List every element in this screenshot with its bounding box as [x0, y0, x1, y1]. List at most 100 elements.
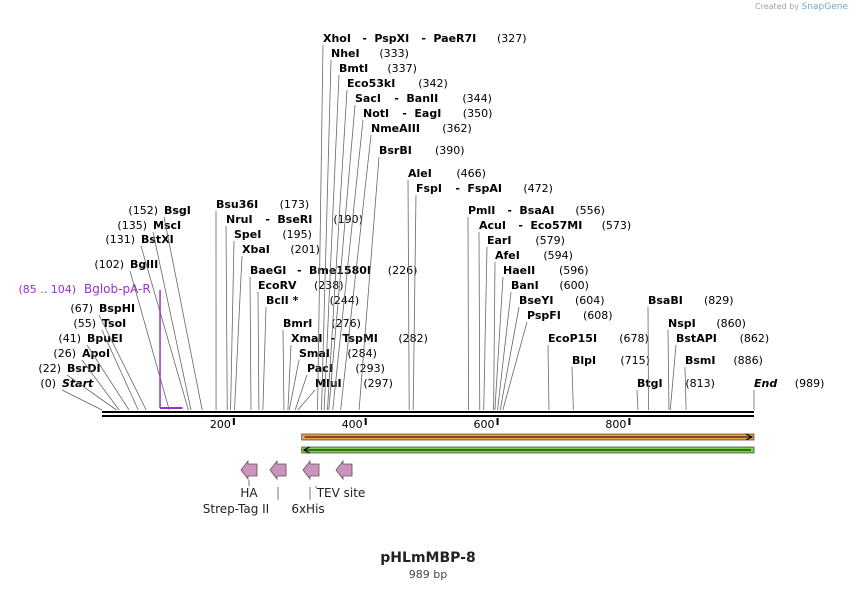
site-bsu36i[interactable]: Bsu36I (173) [215, 198, 309, 411]
site-eari[interactable]: EarI (579) [483, 234, 565, 411]
feature-strep-tag-ii[interactable]: Strep-Tag II [203, 459, 287, 516]
site-name: BsrDI [67, 362, 101, 375]
site-position: (152) [128, 204, 158, 217]
site-end[interactable]: End (989) [753, 377, 824, 410]
site-bsgi[interactable]: (152) BsgI [128, 204, 203, 411]
site-nrui[interactable]: NruI - BseRI (190) [225, 213, 363, 411]
site-noti[interactable]: NotI - EagI (350) [332, 107, 493, 411]
site-alei[interactable]: AleI (466) [407, 167, 486, 411]
site-name: Eco57MI [530, 219, 582, 232]
svg-text:400: 400 [342, 418, 363, 431]
site-name: BglII [130, 258, 158, 271]
site-bani[interactable]: BanI (600) [497, 279, 589, 411]
site-start[interactable]: (0) Start [40, 377, 103, 411]
site-name: NotI [363, 107, 389, 120]
site-position: (55) [73, 317, 96, 330]
site-bsphi[interactable]: (67) BspHI [70, 302, 147, 411]
site-name: EarI [487, 234, 511, 247]
plasmid-name: pHLmMBP-8 [380, 550, 476, 566]
site-bpuei[interactable]: (41) BpuEI [58, 332, 130, 411]
site-blpi[interactable]: BlpI (715) [571, 354, 650, 411]
site-name: HaeII [503, 264, 535, 277]
site-msci[interactable]: (135) MscI [117, 219, 192, 411]
site-afei[interactable]: AfeI (594) [493, 249, 573, 411]
site-name: BseYI [519, 294, 553, 307]
site-name: BmtI [339, 62, 368, 75]
site-bsrbi[interactable]: BsrBI (390) [358, 144, 465, 411]
site-fspi[interactable]: FspI - FspAI (472) [412, 182, 553, 411]
site-name: NspI [668, 317, 696, 330]
site-acui[interactable]: AcuI - Eco57MI (573) [478, 219, 631, 411]
site-pmli[interactable]: PmlI - BsaAI (556) [467, 204, 605, 411]
site-saci[interactable]: SacI - BanII (344) [328, 92, 492, 411]
site-name: BsaAI [519, 204, 554, 217]
primer-bglob-pa-r[interactable]: (85 .. 104) Bglob-pA-R [18, 282, 183, 409]
site-position: (596) [559, 264, 589, 277]
site-xmai[interactable]: XmaI - TspMI (282) [287, 332, 428, 411]
site-name: NruI [226, 213, 253, 226]
site-eco53ki[interactable]: Eco53kI (342) [327, 77, 448, 411]
forward-orf[interactable] [301, 433, 755, 441]
site-position: (556) [575, 204, 605, 217]
svg-text:-: - [265, 213, 270, 226]
site-position: (350) [463, 107, 493, 120]
site-position: (102) [94, 258, 124, 271]
site-name: BstAPI [676, 332, 717, 345]
reverse-orf[interactable] [301, 446, 755, 454]
site-position: (608) [583, 309, 613, 322]
svg-text:-: - [421, 32, 426, 45]
site-xbai[interactable]: XbaI (201) [234, 243, 320, 411]
site-position: (293) [355, 362, 385, 375]
site-bstapi[interactable]: BstAPI (862) [669, 332, 769, 411]
site-ecorv[interactable]: EcoRV (238) [257, 279, 344, 411]
feature-6xhis[interactable]: 6xHis [291, 459, 325, 516]
site-position: (135) [117, 219, 147, 232]
site-nhei[interactable]: NheI (333) [321, 47, 409, 411]
site-bseyi[interactable]: BseYI (604) [499, 294, 605, 411]
axis-tick: 600 [474, 418, 499, 431]
site-bstxi[interactable]: (131) BstXI [105, 233, 189, 411]
site-position: (282) [398, 332, 428, 345]
site-name: BlpI [572, 354, 596, 367]
site-position: (594) [543, 249, 573, 262]
site-apoi[interactable]: (26) ApoI [53, 347, 120, 411]
feature-tev-site[interactable]: TEV site [315, 459, 366, 500]
site-name: XhoI [323, 32, 351, 45]
site-haeii[interactable]: HaeII (596) [494, 264, 589, 411]
site-position: (276) [331, 317, 361, 330]
svg-text:-: - [402, 107, 407, 120]
site-bsabi[interactable]: BsaBI (829) [647, 294, 734, 411]
svg-text:-: - [518, 219, 523, 232]
site-position: (26) [53, 347, 76, 360]
site-smai[interactable]: SmaI (284) [288, 347, 377, 411]
site-bsmi[interactable]: BsmI (886) [684, 354, 763, 411]
site-nmeaiii[interactable]: NmeAIII (362) [340, 122, 472, 411]
site-position: (604) [575, 294, 605, 307]
site-bsrdi[interactable]: (22) BsrDI [38, 362, 117, 411]
svg-text:-: - [507, 204, 512, 217]
site-nspi[interactable]: NspI (860) [667, 317, 746, 411]
feature-ha[interactable]: HA [240, 459, 258, 500]
site-name: NheI [331, 47, 360, 60]
site-ecop15i[interactable]: EcoP15I (678) [547, 332, 649, 411]
site-mlui[interactable]: MluI (297) [297, 377, 393, 411]
site-bmti[interactable]: BmtI (337) [323, 62, 417, 411]
site-position: (201) [290, 243, 320, 256]
site-name: BpuEI [87, 332, 123, 345]
site-tsoi[interactable]: (55) TsoI [73, 317, 139, 411]
site-pspfi[interactable]: PspFI (608) [502, 309, 613, 411]
feature-label: 6xHis [291, 502, 324, 516]
site-name: XmaI [291, 332, 322, 345]
site-position: (41) [58, 332, 81, 345]
site-position: (333) [379, 47, 409, 60]
site-position: (238) [314, 279, 344, 292]
site-btgi[interactable]: BtgI (813) [636, 377, 715, 411]
site-spei[interactable]: SpeI (195) [230, 228, 312, 411]
site-bmri[interactable]: BmrI (276) [282, 317, 361, 411]
site-bglii[interactable]: (102) BglII [94, 258, 170, 411]
snapgene-logo: SnapGene [801, 2, 848, 12]
svg-text:-: - [362, 32, 367, 45]
svg-text:-: - [394, 92, 399, 105]
site-xhoi[interactable]: XhoI - PspXI - PaeR7I (327) [317, 32, 527, 411]
